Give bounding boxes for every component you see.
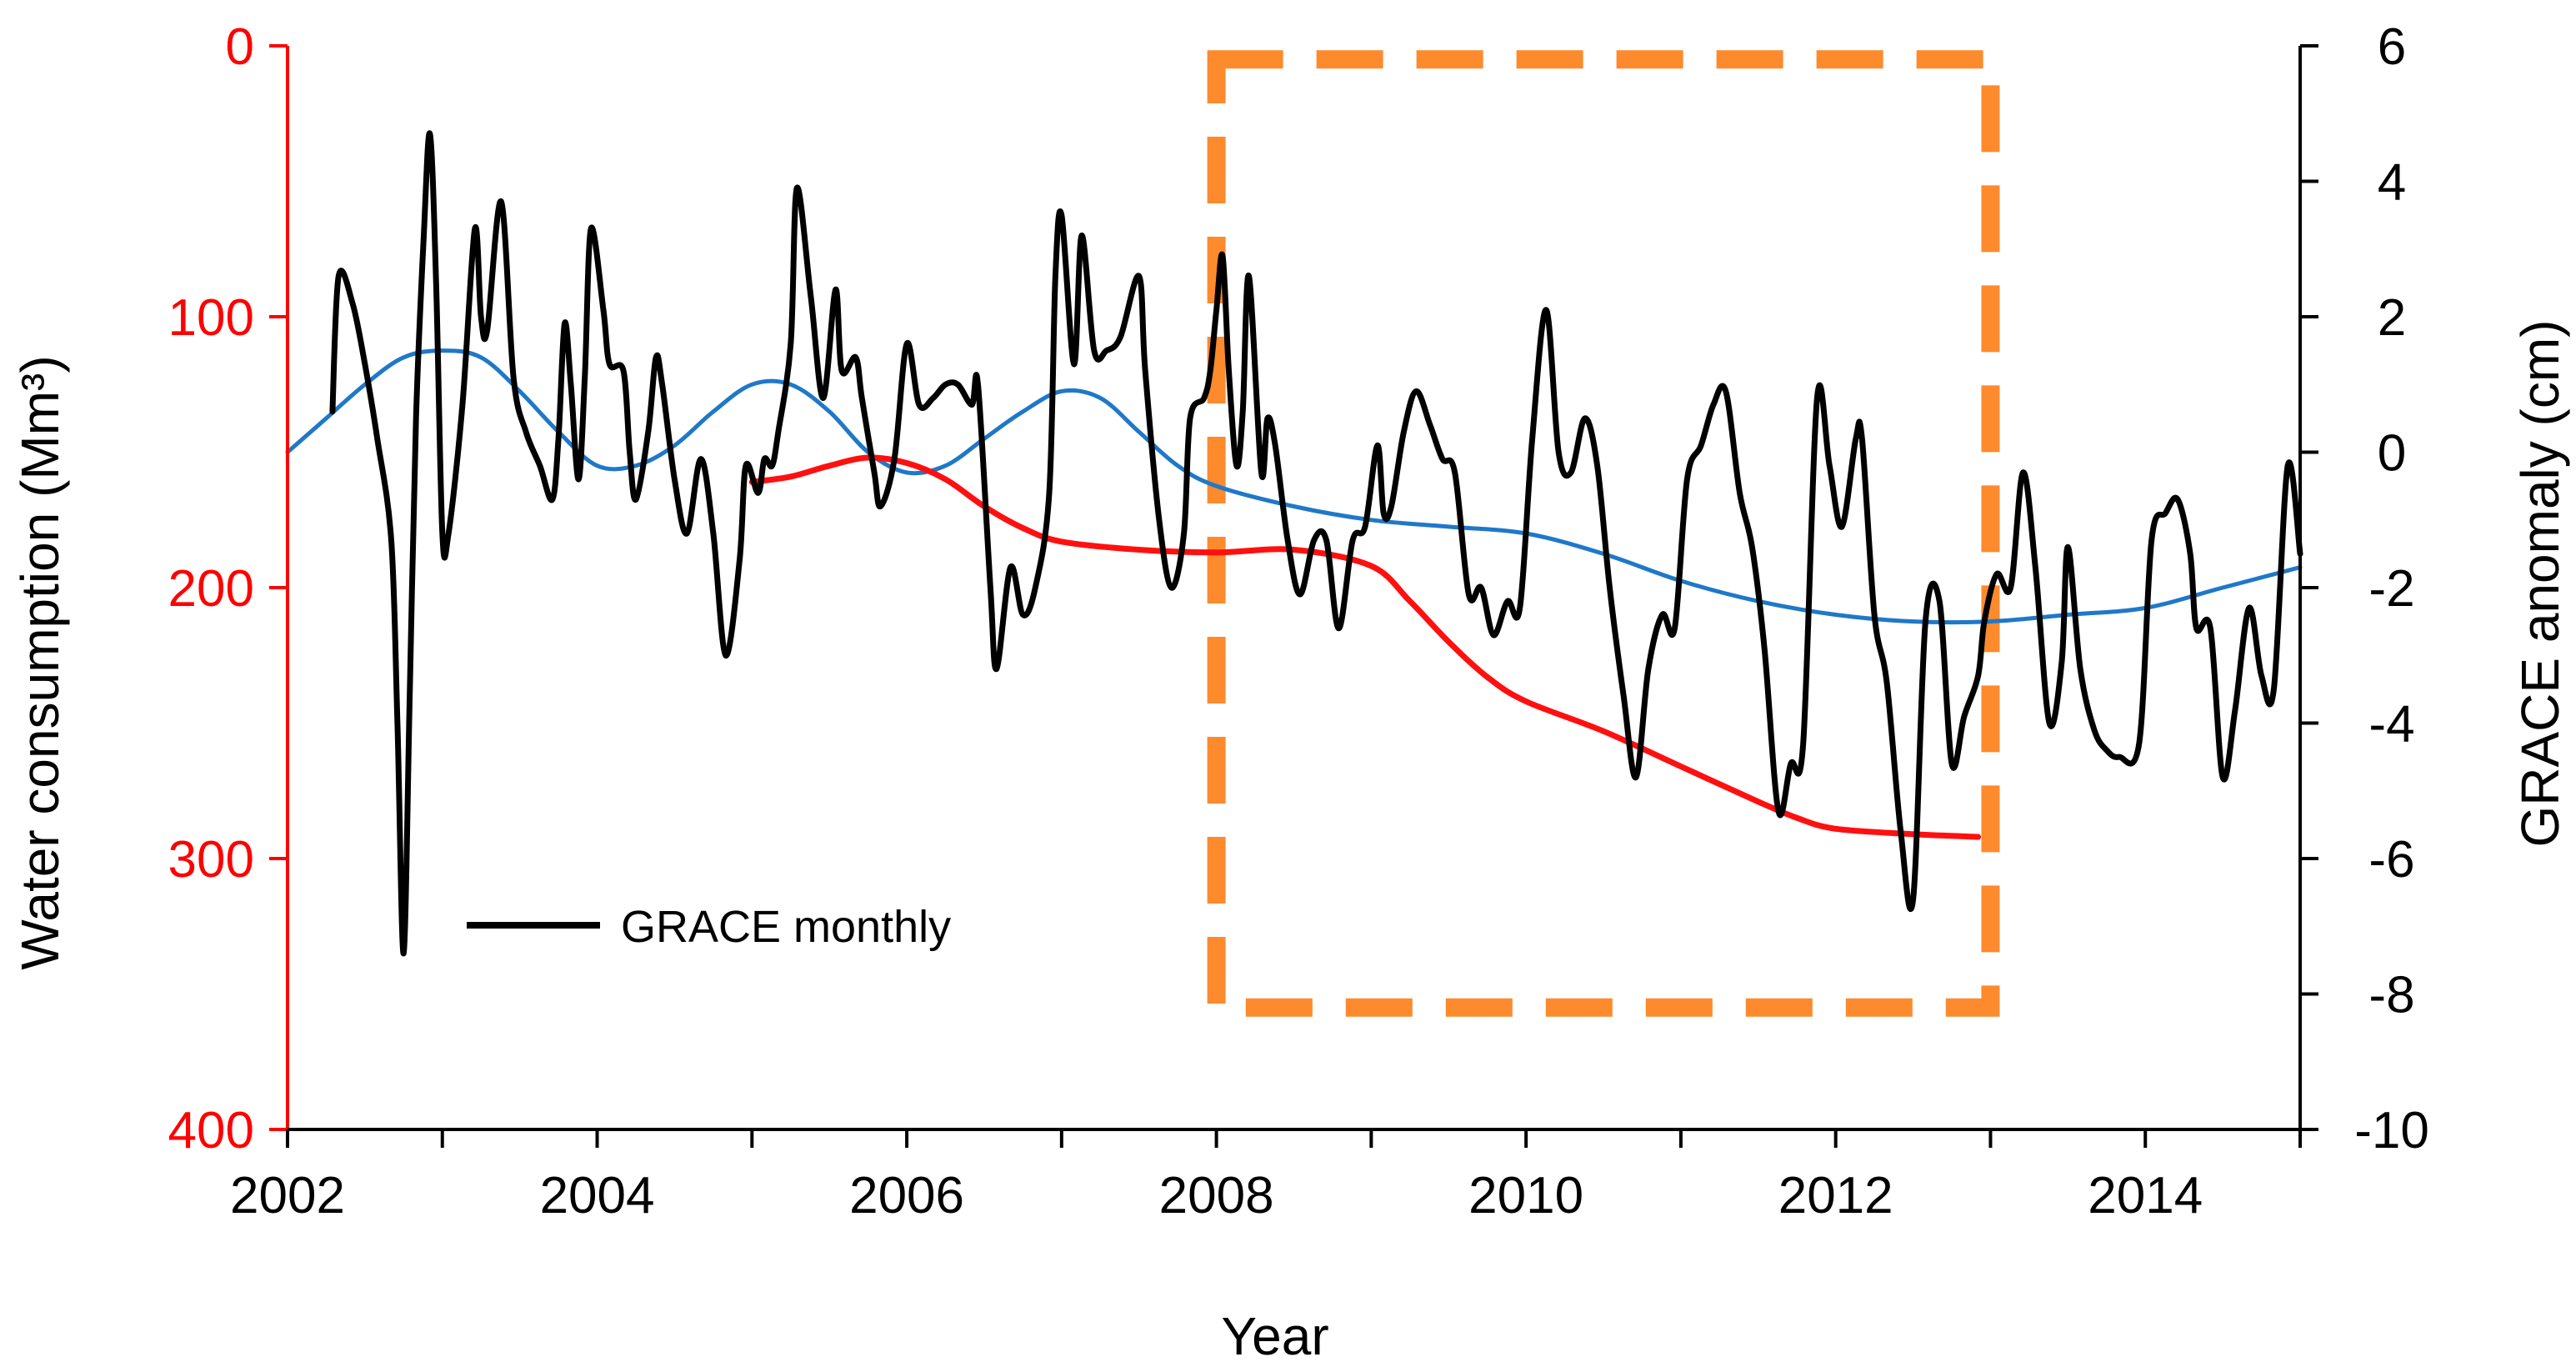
left-tick-label: 200	[168, 560, 254, 618]
left-tick-label: 0	[226, 18, 254, 76]
series-water-consumption-line	[748, 454, 1982, 840]
x-tick-label: 2014	[2088, 1167, 2203, 1224]
left-axis-title: Water consumption (Mm³)	[10, 355, 70, 969]
right-tick-label: 2	[2378, 289, 2406, 347]
x-axis-ticks: 2002 2004 2006 2008 2010 2012 2014	[230, 1129, 2302, 1224]
left-axis-ticks: 0 100 200 300 400	[168, 18, 288, 1159]
right-tick-label: -10	[2354, 1102, 2429, 1159]
legend-label-grace-monthly: GRACE monthly	[621, 902, 951, 952]
series-grace-trend-line	[285, 348, 2303, 625]
x-tick-label: 2008	[1159, 1167, 1274, 1224]
right-axis-title: GRACE anomaly (cm)	[2510, 320, 2570, 848]
left-tick-label: 300	[168, 831, 254, 889]
right-tick-label: -4	[2368, 696, 2414, 754]
right-tick-label: -6	[2368, 831, 2414, 889]
right-tick-label: -2	[2368, 560, 2414, 618]
right-tick-label: -8	[2368, 967, 2414, 1024]
left-tick-label: 100	[168, 289, 254, 347]
series-grace-monthly-line	[329, 130, 2303, 957]
highlight-box	[1207, 50, 2000, 1017]
right-tick-label: 6	[2378, 18, 2406, 76]
x-tick-label: 2004	[540, 1167, 655, 1224]
left-tick-label: 400	[168, 1102, 254, 1159]
x-tick-label: 2012	[1778, 1167, 1893, 1224]
x-tick-label: 2010	[1468, 1167, 1583, 1224]
x-axis-title: Year	[1221, 1306, 1328, 1366]
legend: GRACE monthly	[467, 902, 951, 952]
series-layer	[285, 130, 2303, 957]
right-tick-label: 0	[2378, 425, 2406, 483]
right-axis-ticks: 6 4 2 0 -2 -4 -6 -8 -10	[2300, 18, 2429, 1159]
x-tick-label: 2006	[849, 1167, 964, 1224]
x-tick-label: 2002	[230, 1167, 345, 1224]
right-tick-label: 4	[2378, 154, 2406, 212]
